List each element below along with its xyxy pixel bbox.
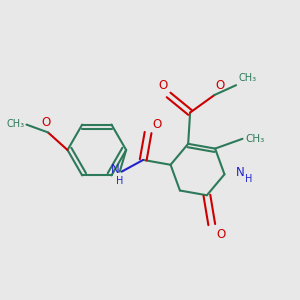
Text: O: O [152,118,161,130]
Text: O: O [41,116,51,130]
Text: H: H [245,174,252,184]
Text: N: N [111,163,120,176]
Text: CH₃: CH₃ [6,118,25,129]
Text: H: H [116,176,123,186]
Text: O: O [158,79,167,92]
Text: CH₃: CH₃ [245,134,265,144]
Text: CH₃: CH₃ [238,73,256,83]
Text: N: N [236,166,245,179]
Text: O: O [217,227,226,241]
Text: O: O [215,79,225,92]
